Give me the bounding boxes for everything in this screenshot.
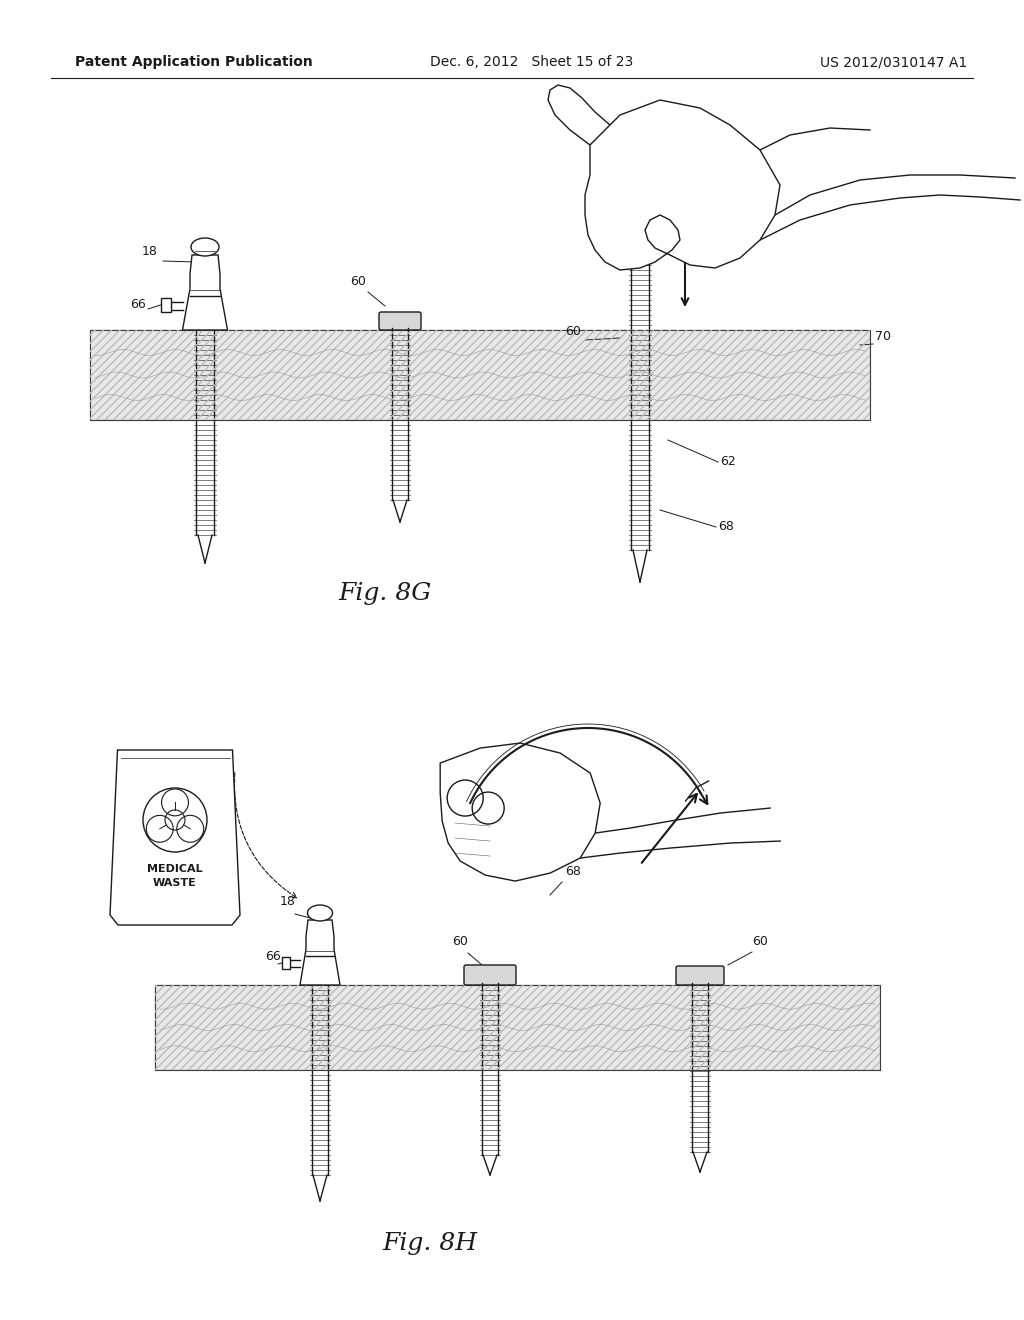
Text: 18: 18	[280, 895, 296, 908]
Text: 70: 70	[874, 330, 891, 343]
Text: MEDICAL: MEDICAL	[147, 865, 203, 874]
Bar	[90, 330, 870, 420]
Text: 62: 62	[545, 805, 561, 818]
Text: Patent Application Publication: Patent Application Publication	[75, 55, 312, 69]
Bar	[90, 330, 870, 420]
Text: 62: 62	[720, 455, 736, 469]
Text: WASTE: WASTE	[154, 878, 197, 888]
Ellipse shape	[191, 238, 219, 256]
Polygon shape	[585, 100, 780, 271]
Polygon shape	[182, 255, 227, 330]
Polygon shape	[440, 743, 600, 880]
Text: 60: 60	[350, 275, 366, 288]
Text: Fig. 8G: Fig. 8G	[338, 582, 432, 605]
Text: 60: 60	[565, 325, 581, 338]
Text: 60: 60	[752, 935, 768, 948]
Bar	[282, 957, 290, 969]
Text: Fig. 8H: Fig. 8H	[383, 1232, 477, 1255]
Text: 66: 66	[130, 298, 145, 312]
Ellipse shape	[307, 906, 333, 921]
FancyBboxPatch shape	[379, 312, 421, 330]
Bar	[161, 298, 171, 312]
Text: 68: 68	[718, 520, 734, 533]
Text: 60: 60	[452, 935, 468, 948]
Text: 66: 66	[265, 950, 281, 964]
Polygon shape	[300, 920, 340, 985]
FancyBboxPatch shape	[464, 965, 516, 985]
Polygon shape	[110, 750, 240, 925]
Text: Dec. 6, 2012   Sheet 15 of 23: Dec. 6, 2012 Sheet 15 of 23	[430, 55, 633, 69]
Bar	[155, 985, 880, 1071]
Text: 68: 68	[565, 865, 581, 878]
Bar	[155, 985, 880, 1071]
Bar	[628, 201, 652, 215]
Text: US 2012/0310147 A1: US 2012/0310147 A1	[820, 55, 968, 69]
Text: 18: 18	[142, 246, 158, 257]
FancyBboxPatch shape	[676, 966, 724, 985]
